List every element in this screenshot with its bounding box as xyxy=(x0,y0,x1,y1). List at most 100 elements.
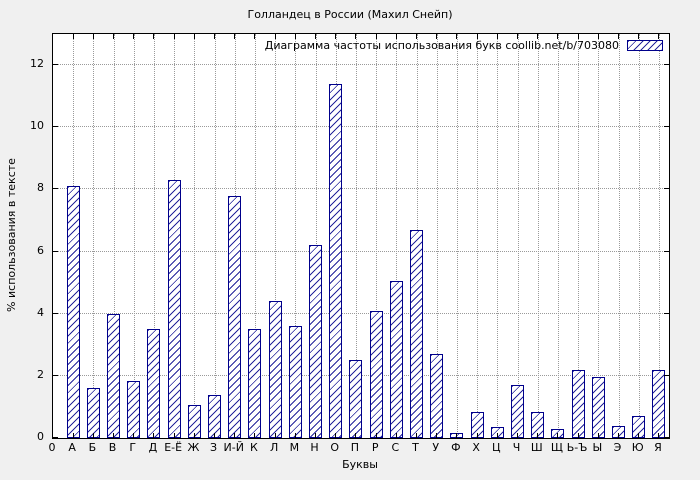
x-tick-mark xyxy=(133,433,135,438)
x-tick-label: М xyxy=(289,441,300,454)
x-tick-mark xyxy=(416,34,418,39)
x-tick-mark xyxy=(92,433,94,438)
x-tick-label: Ю xyxy=(631,441,644,454)
v-gridline xyxy=(153,34,155,438)
x-tick-mark xyxy=(234,34,236,39)
x-tick-label: Я xyxy=(654,441,662,454)
x-tick-label: Л xyxy=(270,441,279,454)
x-tick-mark xyxy=(395,433,397,438)
bar-С xyxy=(389,281,403,438)
v-gridline xyxy=(275,34,277,438)
x-tick-mark xyxy=(618,34,619,39)
y-tick-mark xyxy=(53,437,58,438)
legend-label: Диаграмма частоты использования букв coo… xyxy=(264,39,619,52)
x-tick-mark xyxy=(254,34,256,39)
h-gridline xyxy=(53,250,669,252)
x-tick-mark xyxy=(557,433,559,438)
h-gridline xyxy=(53,64,669,66)
axis-ticks xyxy=(53,34,669,438)
x-tick-label: Н xyxy=(310,441,319,454)
x-tick-mark xyxy=(193,34,195,39)
v-gridline xyxy=(557,34,559,438)
x-tick-label: Ф xyxy=(451,441,461,454)
x-tick-label: А xyxy=(68,441,76,454)
v-gridline xyxy=(93,34,95,438)
x-tick-mark xyxy=(173,433,175,438)
h-gridline xyxy=(53,188,669,190)
bar-В xyxy=(107,313,121,438)
x-tick-mark xyxy=(517,433,519,438)
x-tick-label: Ц xyxy=(492,441,501,454)
x-tick-mark xyxy=(214,433,216,438)
x-tick-mark xyxy=(658,433,660,438)
x-tick-label: Ш xyxy=(530,441,543,454)
y-tick-label: 12 xyxy=(30,57,44,71)
bar-Л xyxy=(268,301,282,438)
y-tick-mark xyxy=(53,312,58,314)
v-gridline xyxy=(254,34,256,438)
x-tick-mark xyxy=(274,34,276,39)
x-tick-label: С xyxy=(391,441,400,454)
bar-К xyxy=(248,329,262,438)
x-tick-mark xyxy=(638,433,640,438)
v-gridline xyxy=(618,34,620,438)
x-tick-mark xyxy=(173,34,175,39)
y-axis-label: % использования в тексте xyxy=(5,158,18,312)
y-tick-label: 10 xyxy=(30,119,44,133)
bar-Д xyxy=(147,329,161,438)
y-tick-label: 4 xyxy=(37,305,44,319)
x-tick-mark xyxy=(214,34,216,39)
x-tick-mark xyxy=(375,34,377,39)
x-tick-mark xyxy=(416,433,418,438)
x-tick-mark xyxy=(153,34,155,39)
x-tick-mark xyxy=(133,34,135,39)
x-tick-label: Х xyxy=(472,441,480,454)
x-tick-mark xyxy=(153,433,155,438)
bar-П xyxy=(349,360,363,438)
bar-Г xyxy=(127,380,141,438)
x-tick-label: Ы xyxy=(592,441,603,454)
v-gridline xyxy=(315,34,317,438)
v-gridline xyxy=(456,34,458,438)
x-tick-mark xyxy=(456,433,458,438)
y-tick-label: 2 xyxy=(37,367,44,381)
y-tick-mark xyxy=(664,188,669,190)
x-tick-mark xyxy=(315,34,317,39)
x-tick-label: Ч xyxy=(512,441,521,454)
v-gridline xyxy=(578,34,580,438)
y-tick-mark xyxy=(664,312,669,314)
x-tick-mark xyxy=(537,34,539,39)
bar-Ю xyxy=(632,416,646,438)
v-gridline xyxy=(638,34,640,438)
x-tick-mark xyxy=(315,433,317,438)
x-tick-label: Ж xyxy=(187,441,200,454)
bar-Е-Ё xyxy=(167,180,181,438)
chart-title: Голландец в России (Махил Снейп) xyxy=(247,8,453,21)
v-gridline xyxy=(477,34,479,438)
y-tick-label: 8 xyxy=(37,181,44,195)
x-tick-mark xyxy=(193,433,195,438)
x-tick-label-origin: 0 xyxy=(48,441,56,454)
x-tick-mark xyxy=(436,433,438,438)
x-tick-mark xyxy=(436,34,438,39)
bar-Н xyxy=(309,245,323,438)
x-tick-mark xyxy=(72,34,74,39)
y-tick-mark xyxy=(53,374,58,376)
bar-Ь-Ъ xyxy=(571,369,585,438)
x-axis-label: Буквы xyxy=(342,458,378,471)
x-tick-mark xyxy=(113,433,115,438)
x-tick-label: З xyxy=(210,441,218,454)
x-tick-label: Т xyxy=(412,441,419,454)
v-gridline xyxy=(537,34,539,438)
v-gridline xyxy=(598,34,600,438)
x-tick-mark xyxy=(577,34,579,39)
x-tick-mark xyxy=(517,34,519,39)
x-tick-mark xyxy=(597,34,599,39)
x-tick-mark xyxy=(456,34,458,39)
bar-З xyxy=(208,394,222,438)
v-gridline xyxy=(376,34,378,438)
x-tick-mark xyxy=(597,433,599,438)
x-tick-mark xyxy=(355,34,357,39)
x-tick-label: У xyxy=(432,441,440,454)
x-tick-mark xyxy=(537,433,539,438)
